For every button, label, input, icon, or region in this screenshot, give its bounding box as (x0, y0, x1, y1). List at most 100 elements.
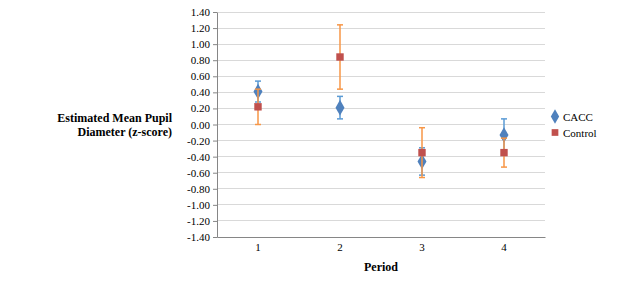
grid-line (217, 28, 545, 29)
y-tick: 0.60 (191, 70, 217, 82)
point (336, 100, 345, 116)
x-tick-label: 3 (419, 241, 425, 253)
y-tick: -0.80 (187, 183, 217, 195)
y-tick: 0.20 (191, 102, 217, 114)
x-tick: 1 (255, 237, 261, 253)
x-tick-label: 2 (337, 241, 343, 253)
error-bar-cap (255, 124, 261, 126)
y-tick: 0.00 (191, 119, 217, 131)
error-bar-cap (419, 177, 425, 179)
y-axis: -1.40 -1.20 -1.00 -0.80 -0.60 -0.40 -0.20 0.00 0… (187, 6, 217, 243)
error-bar (337, 25, 343, 89)
y-tick-label: -0.20 (187, 135, 210, 147)
y-tick-mark (213, 189, 217, 190)
legend: CACC Control (551, 109, 597, 138)
error-bar-cap (337, 24, 343, 26)
grid-line (217, 92, 545, 93)
y-axis-title: Estimated Mean PupilDiameter (z-score) (57, 111, 172, 139)
error-bar-cap (501, 137, 507, 139)
y-axis-title-line: Diameter (z-score) (78, 125, 173, 139)
legend-label: Control (563, 127, 597, 139)
y-axis-title-line: Estimated Mean Pupil (57, 111, 172, 125)
y-tick-label: -0.60 (187, 167, 210, 179)
error-bar-cap (501, 118, 507, 120)
error-bar-cap (337, 118, 343, 120)
y-tick-mark (213, 173, 217, 174)
y-tick-label: -1.00 (187, 199, 210, 211)
legend-marker (551, 109, 559, 123)
point (254, 103, 261, 110)
y-tick-label: -1.20 (187, 215, 210, 227)
y-tick-mark (213, 108, 217, 109)
error-bar-cap (501, 166, 507, 168)
plot: -1.40 -1.20 -1.00 -0.80 -0.60 -0.40 -0.20 0.00 0… (187, 6, 545, 253)
y-tick: 0.80 (191, 54, 217, 66)
x-tick-label: 1 (255, 241, 261, 253)
y-tick: -1.00 (187, 199, 217, 211)
y-tick-label: -0.80 (187, 183, 210, 195)
grid-line (217, 108, 545, 109)
error-bar (501, 138, 507, 167)
grid-line (217, 188, 545, 189)
y-axis-line (217, 13, 218, 238)
y-tick-label: 0.20 (191, 102, 211, 114)
y-tick-mark (213, 157, 217, 158)
y-tick: 1.00 (191, 38, 217, 50)
y-tick-label: 0.00 (191, 119, 211, 131)
y-tick-label: -0.40 (187, 151, 210, 163)
x-tick: 2 (337, 237, 343, 253)
y-tick-mark (213, 12, 217, 13)
grid-line (217, 44, 545, 45)
y-tick-label: -1.40 (187, 231, 210, 243)
grid-line (217, 124, 545, 125)
error-bar-cap (337, 96, 343, 98)
series (254, 25, 507, 178)
y-tick-mark (213, 125, 217, 126)
error-bar-cap (337, 88, 343, 90)
legend-label: CACC (563, 111, 593, 123)
y-tick: -0.20 (187, 135, 217, 147)
chart: -1.40 -1.20 -1.00 -0.80 -0.60 -0.40 -0.20 0.00 0… (0, 0, 624, 286)
grid (217, 12, 545, 237)
error-bar (419, 128, 425, 178)
y-tick: 1.40 (191, 6, 217, 18)
marks (254, 25, 509, 178)
error-bar (255, 89, 261, 124)
error-bar-cap (419, 127, 425, 129)
y-tick: -1.40 (187, 231, 217, 243)
point (336, 53, 343, 60)
point (418, 149, 425, 156)
y-tick: 0.40 (191, 86, 217, 98)
error-bar-cap (255, 80, 261, 82)
y-tick-mark (213, 237, 217, 238)
grid-line (217, 156, 545, 157)
y-tick-mark (213, 60, 217, 61)
y-tick: -1.20 (187, 215, 217, 227)
legend-marker (552, 129, 559, 136)
y-tick-label: 0.60 (191, 70, 211, 82)
y-tick-mark (213, 76, 217, 77)
grid-line (217, 76, 545, 77)
x-axis-title: Period (364, 260, 398, 274)
y-tick-label: 1.20 (191, 22, 211, 34)
x-axis-line (218, 237, 546, 238)
y-tick-label: 1.40 (191, 6, 211, 18)
series (254, 81, 509, 175)
y-tick-mark (213, 44, 217, 45)
y-tick-label: 0.40 (191, 86, 211, 98)
grid-line (217, 237, 545, 238)
x-tick: 3 (419, 237, 425, 253)
error-bar-cap (255, 88, 261, 90)
y-tick-label: 0.80 (191, 54, 211, 66)
grid-line (217, 204, 545, 205)
grid-line (217, 172, 545, 173)
y-tick: -0.40 (187, 151, 217, 163)
y-tick-mark (213, 92, 217, 93)
grid-line (217, 60, 545, 61)
y-tick-mark (213, 205, 217, 206)
y-tick-label: 1.00 (191, 38, 211, 50)
point (500, 149, 507, 156)
x-axis: 1234 (218, 237, 546, 253)
grid-line (217, 140, 545, 141)
grid-line (217, 12, 545, 13)
